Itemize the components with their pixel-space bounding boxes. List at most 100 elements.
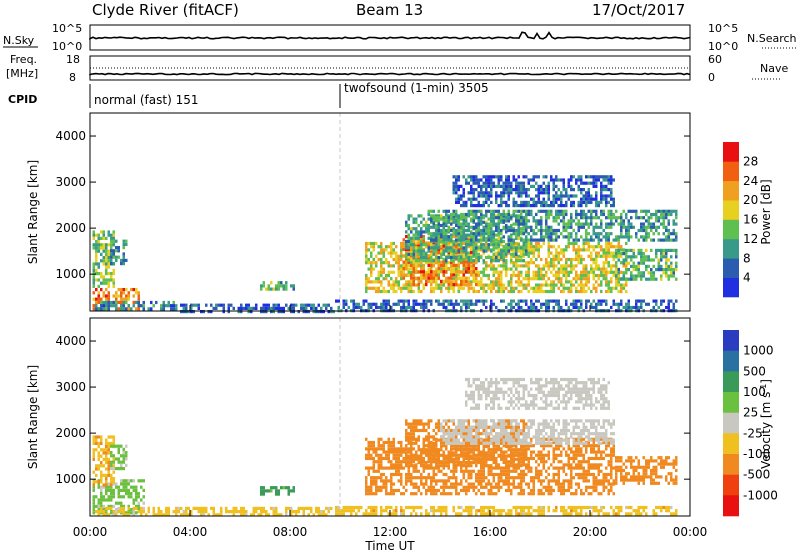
heatmap-cell bbox=[610, 241, 613, 246]
heatmap-cell bbox=[527, 289, 530, 294]
heatmap-cell bbox=[465, 302, 468, 306]
heatmap-cell bbox=[612, 216, 615, 220]
heatmap-cell bbox=[577, 245, 580, 249]
heatmap-cell bbox=[447, 466, 450, 470]
heatmap-cell bbox=[542, 289, 545, 294]
heatmap-cell bbox=[307, 513, 310, 517]
heatmap-cell bbox=[667, 209, 670, 213]
heatmap-cell bbox=[112, 477, 115, 481]
heatmap-cell bbox=[517, 184, 520, 188]
heatmap-cell bbox=[547, 225, 550, 229]
heatmap-cell bbox=[570, 280, 573, 284]
heatmap-cell bbox=[460, 259, 463, 263]
heatmap-cell bbox=[122, 513, 125, 517]
heatmap-cell bbox=[112, 233, 115, 237]
heatmap-cell bbox=[575, 305, 578, 310]
heatmap-cell bbox=[505, 188, 508, 192]
heatmap-cell bbox=[440, 479, 443, 483]
heatmap-cell bbox=[377, 476, 380, 480]
heatmap-cell bbox=[370, 488, 373, 493]
heatmap-cell bbox=[500, 485, 503, 489]
heatmap-cell bbox=[95, 268, 98, 272]
heatmap-cell bbox=[520, 191, 523, 195]
heatmap-cell bbox=[442, 225, 445, 229]
heatmap-cell bbox=[485, 197, 488, 201]
nave-label: Nave bbox=[760, 62, 788, 75]
heatmap-cell bbox=[587, 209, 590, 213]
heatmap-cell bbox=[665, 238, 668, 242]
heatmap-cell bbox=[527, 194, 530, 198]
heatmap-cell bbox=[527, 469, 530, 473]
heatmap-cell bbox=[592, 245, 595, 249]
heatmap-cell bbox=[410, 263, 413, 267]
heatmap-cell bbox=[407, 286, 410, 290]
heatmap-cell bbox=[542, 444, 545, 448]
heatmap-cell bbox=[417, 283, 420, 287]
heatmap-cell bbox=[512, 299, 515, 303]
heatmap-cell bbox=[547, 245, 550, 249]
heatmap-cell bbox=[410, 270, 413, 274]
heatmap-cell bbox=[495, 444, 498, 448]
heatmap-cell bbox=[572, 241, 575, 246]
heatmap-cell bbox=[170, 307, 173, 311]
heatmap-cell bbox=[102, 233, 105, 237]
heatmap-cell bbox=[610, 191, 613, 195]
heatmap-cell bbox=[640, 271, 643, 275]
heatmap-cell bbox=[582, 267, 585, 271]
heatmap-cell bbox=[662, 299, 665, 303]
heatmap-cell bbox=[515, 191, 518, 195]
heatmap-cell bbox=[600, 273, 603, 278]
heatmap-cell bbox=[312, 306, 315, 310]
heatmap-cell bbox=[422, 235, 425, 239]
heatmap-cell bbox=[500, 280, 503, 284]
heatmap-cell bbox=[607, 188, 610, 192]
heatmap-cell bbox=[627, 277, 630, 281]
heatmap-cell bbox=[105, 294, 108, 298]
heatmap-cell bbox=[547, 181, 550, 185]
heatmap-cell bbox=[457, 235, 460, 239]
heatmap-cell bbox=[125, 463, 128, 467]
heatmap-cell bbox=[570, 175, 573, 179]
heatmap-cell bbox=[515, 254, 518, 258]
heatmap-cell bbox=[507, 188, 510, 192]
heatmap-cell bbox=[105, 438, 108, 442]
heatmap-cell bbox=[595, 261, 598, 265]
heatmap-cell bbox=[512, 232, 515, 236]
heatmap-cell bbox=[315, 506, 318, 510]
heatmap-cell bbox=[477, 270, 480, 274]
heatmap-cell bbox=[427, 273, 430, 277]
heatmap-cell bbox=[497, 225, 500, 229]
heatmap-cell bbox=[602, 175, 605, 179]
heatmap-cell bbox=[110, 492, 113, 496]
heatmap-cell bbox=[510, 286, 513, 290]
heatmap-cell bbox=[555, 194, 558, 198]
heatmap-cell bbox=[565, 280, 568, 284]
heatmap-cell bbox=[645, 248, 648, 252]
heatmap-cell bbox=[472, 259, 475, 263]
heatmap-cell bbox=[665, 228, 668, 233]
heatmap-cell bbox=[377, 488, 380, 493]
heatmap-cell bbox=[627, 222, 630, 226]
heatmap-cell bbox=[140, 510, 143, 514]
heatmap-cell bbox=[450, 222, 453, 226]
heatmap-cell bbox=[450, 482, 453, 486]
heatmap-cell bbox=[585, 299, 588, 303]
heatmap-cell bbox=[420, 257, 423, 262]
heatmap-cell bbox=[407, 469, 410, 473]
heatmap-cell bbox=[447, 485, 450, 489]
heatmap-cell bbox=[585, 191, 588, 195]
heatmap-cell bbox=[97, 508, 100, 512]
heatmap-cell bbox=[450, 255, 453, 260]
heatmap-cell bbox=[105, 278, 108, 282]
heatmap-cell bbox=[487, 255, 490, 260]
heatmap-cell bbox=[492, 252, 495, 256]
heatmap-cell bbox=[620, 225, 623, 229]
heatmap-cell bbox=[612, 245, 615, 249]
heatmap-cell bbox=[480, 299, 483, 303]
heatmap-cell bbox=[500, 191, 503, 195]
heatmap-cell bbox=[442, 247, 445, 251]
heatmap-cell bbox=[485, 476, 488, 480]
heatmap-cell bbox=[562, 222, 565, 226]
heatmap-cell bbox=[400, 270, 403, 274]
heatmap-cell bbox=[377, 245, 380, 249]
